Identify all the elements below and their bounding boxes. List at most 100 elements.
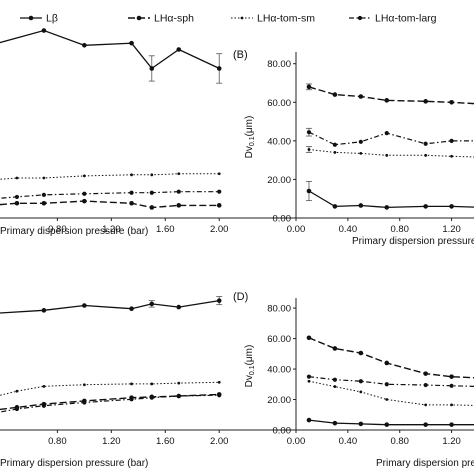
- panel-label: (B): [233, 49, 248, 61]
- data-point: [449, 204, 454, 209]
- data-point: [307, 379, 311, 383]
- data-point: [217, 172, 221, 176]
- x-axis-label: Primary dispersion pressure: [376, 458, 474, 469]
- y-tick-label: 0.00: [273, 426, 292, 437]
- y-tick-label: 20.00: [267, 395, 291, 406]
- data-point: [216, 203, 222, 208]
- x-tick-label: 1.20: [102, 224, 121, 235]
- panel-d: 0.00 0.40 0.80 1.20 0.00 20.00 40.00 60.00 80.00…: [233, 291, 474, 469]
- data-point: [332, 92, 338, 97]
- data-point: [384, 382, 389, 387]
- panel-label: (D): [233, 291, 248, 303]
- data-point: [149, 205, 155, 210]
- data-point: [14, 200, 20, 206]
- x-tick-label: 1.20: [442, 224, 461, 235]
- series-line: [0, 191, 220, 199]
- y-tick-label: 80.00: [267, 59, 291, 70]
- legend-label: Lβ: [46, 13, 58, 25]
- x-tick-label: 1.60: [156, 224, 175, 235]
- data-point: [449, 422, 454, 427]
- data-point: [82, 400, 87, 405]
- series-line: [308, 337, 474, 379]
- y-tick-label: 60.00: [267, 98, 291, 109]
- x-axis-label: Primary dispersion pressure (bar): [352, 236, 474, 247]
- data-point: [359, 151, 363, 155]
- data-point: [149, 301, 155, 307]
- data-point: [14, 194, 20, 200]
- y-axis-label: Dv0.1(μm): [244, 116, 256, 159]
- data-point: [358, 203, 364, 208]
- x-tick-label: 0.40: [339, 224, 358, 235]
- y-tick-label: 80.00: [267, 304, 291, 315]
- data-point: [176, 47, 182, 52]
- data-point: [423, 204, 428, 209]
- data-point: [306, 84, 312, 90]
- data-point: [42, 176, 46, 180]
- data-point: [358, 379, 363, 384]
- panel-b: 0.00 0.40 0.80 1.20 0.00 20.00 40.00 60.00 80.00…: [233, 49, 474, 247]
- y-tick-label: 0.00: [273, 214, 292, 225]
- data-point: [385, 398, 389, 401]
- legend-marker: [136, 15, 142, 21]
- data-point: [358, 421, 364, 427]
- data-point: [41, 308, 47, 313]
- legend-entry: LHα-sph: [128, 13, 194, 25]
- data-point: [358, 350, 364, 356]
- data-point: [332, 204, 338, 209]
- data-point: [306, 374, 312, 379]
- data-point: [82, 42, 87, 48]
- data-point: [423, 382, 428, 388]
- legend-label: LHα-tom-sm: [257, 13, 315, 25]
- data-point: [332, 346, 338, 351]
- legend-entry: LHα-tom-sm: [231, 13, 315, 25]
- data-point: [15, 176, 19, 180]
- data-point: [130, 382, 133, 386]
- data-point: [424, 403, 428, 407]
- data-point: [450, 403, 453, 407]
- series-line: [0, 200, 220, 209]
- series-dotted: [307, 379, 474, 407]
- data-point: [306, 188, 312, 194]
- data-point: [176, 189, 181, 194]
- series-line: [0, 29, 220, 70]
- series-solid: [305, 180, 474, 210]
- data-point: [384, 360, 390, 366]
- y-label-sub: 0.1: [249, 136, 256, 146]
- series-dashdot: [0, 393, 222, 413]
- series-line: [308, 149, 474, 158]
- series-dotted: [0, 380, 221, 396]
- y-label-main: Dv: [244, 146, 255, 158]
- data-point: [332, 420, 338, 426]
- data-point: [306, 130, 312, 135]
- y-tick-label: 40.00: [267, 136, 291, 147]
- panel-c: 0.80 1.20 1.60 2.00 Primary dispersion press…: [0, 296, 474, 469]
- legend-marker: [28, 15, 34, 21]
- series-solid: [0, 296, 223, 314]
- x-tick-label: 0.80: [48, 436, 67, 447]
- data-point: [129, 200, 134, 206]
- data-point: [82, 198, 87, 204]
- data-point: [82, 383, 86, 387]
- data-point: [41, 200, 47, 206]
- data-point: [82, 303, 87, 308]
- series-line: [0, 394, 220, 413]
- data-point: [384, 205, 390, 210]
- series-line: [0, 299, 220, 314]
- data-point: [423, 141, 428, 146]
- x-tick-label: 0.00: [287, 436, 306, 447]
- series-dotted: [0, 172, 221, 180]
- data-point: [449, 374, 454, 379]
- series-line: [0, 393, 220, 411]
- data-point: [14, 406, 20, 412]
- data-point: [129, 306, 134, 312]
- data-point: [216, 298, 222, 303]
- y-tick-label: 60.00: [267, 334, 291, 345]
- data-point: [130, 173, 133, 177]
- series-dashdot: [306, 374, 474, 388]
- data-point: [129, 190, 134, 195]
- legend-marker: [240, 16, 244, 20]
- series-solid: [0, 28, 223, 84]
- data-point: [332, 142, 337, 147]
- data-point: [176, 393, 181, 399]
